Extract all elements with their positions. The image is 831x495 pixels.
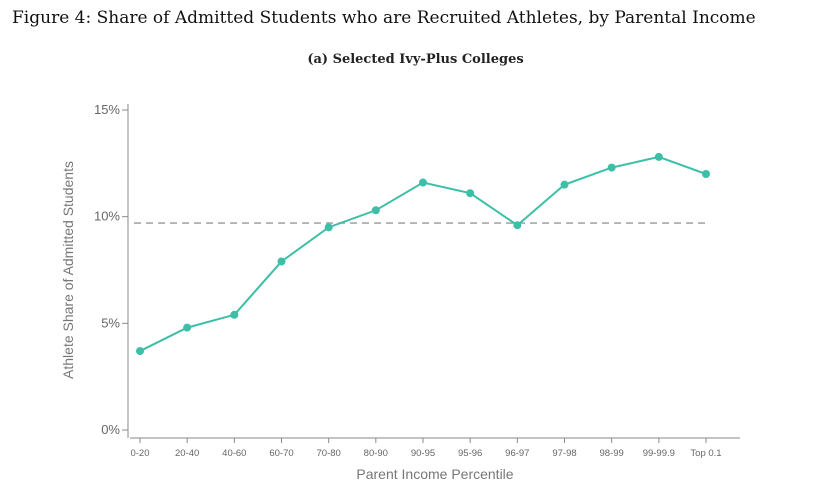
- y-tick-label: 0%: [101, 422, 120, 437]
- data-point: [607, 163, 616, 172]
- y-tick-label: 15%: [94, 102, 120, 117]
- y-ticks: 0% 5% 10% 15%: [94, 102, 128, 437]
- x-tick-label: 0-20: [130, 448, 149, 459]
- data-point: [466, 189, 475, 198]
- chart-subtitle: (a) Selected Ivy-Plus Colleges: [307, 52, 524, 67]
- data-point: [419, 178, 427, 187]
- series-group: [136, 152, 710, 356]
- x-ticks: 0-20 20-40 40-60 60-70 70-80 80-90 90-95 95-96 9…: [130, 438, 722, 459]
- x-tick-label: 80-90: [364, 448, 388, 459]
- data-point: [230, 310, 239, 319]
- x-tick-label: Top 0.1: [690, 448, 721, 459]
- x-tick-label: 98-99: [600, 448, 624, 459]
- y-tick-label: 10%: [94, 209, 120, 224]
- y-tick-label: 5%: [101, 315, 120, 330]
- data-point: [654, 152, 663, 161]
- x-tick-label: 97-98: [552, 448, 576, 459]
- axes: [127, 104, 740, 439]
- y-axis-title: Athlete Share of Admitted Students: [60, 161, 76, 379]
- data-point: [560, 180, 569, 189]
- data-point: [324, 223, 333, 232]
- x-tick-label: 60-70: [269, 448, 293, 459]
- x-tick-label: 99-99.9: [643, 448, 675, 459]
- data-point: [277, 257, 286, 266]
- x-axis-title: Parent Income Percentile: [356, 466, 513, 482]
- x-tick-label: 96-97: [505, 448, 529, 459]
- data-point: [702, 170, 710, 178]
- x-tick-label: 20-40: [175, 448, 199, 459]
- figure-title: Figure 4: Share of Admitted Students who…: [12, 8, 756, 28]
- data-point: [183, 323, 192, 332]
- data-point: [371, 206, 380, 215]
- data-point: [136, 347, 144, 356]
- data-point: [513, 221, 522, 230]
- x-tick-label: 70-80: [317, 448, 341, 459]
- x-tick-label: 95-96: [458, 448, 482, 459]
- x-tick-label: 40-60: [222, 448, 246, 459]
- x-tick-label: 90-95: [411, 448, 435, 459]
